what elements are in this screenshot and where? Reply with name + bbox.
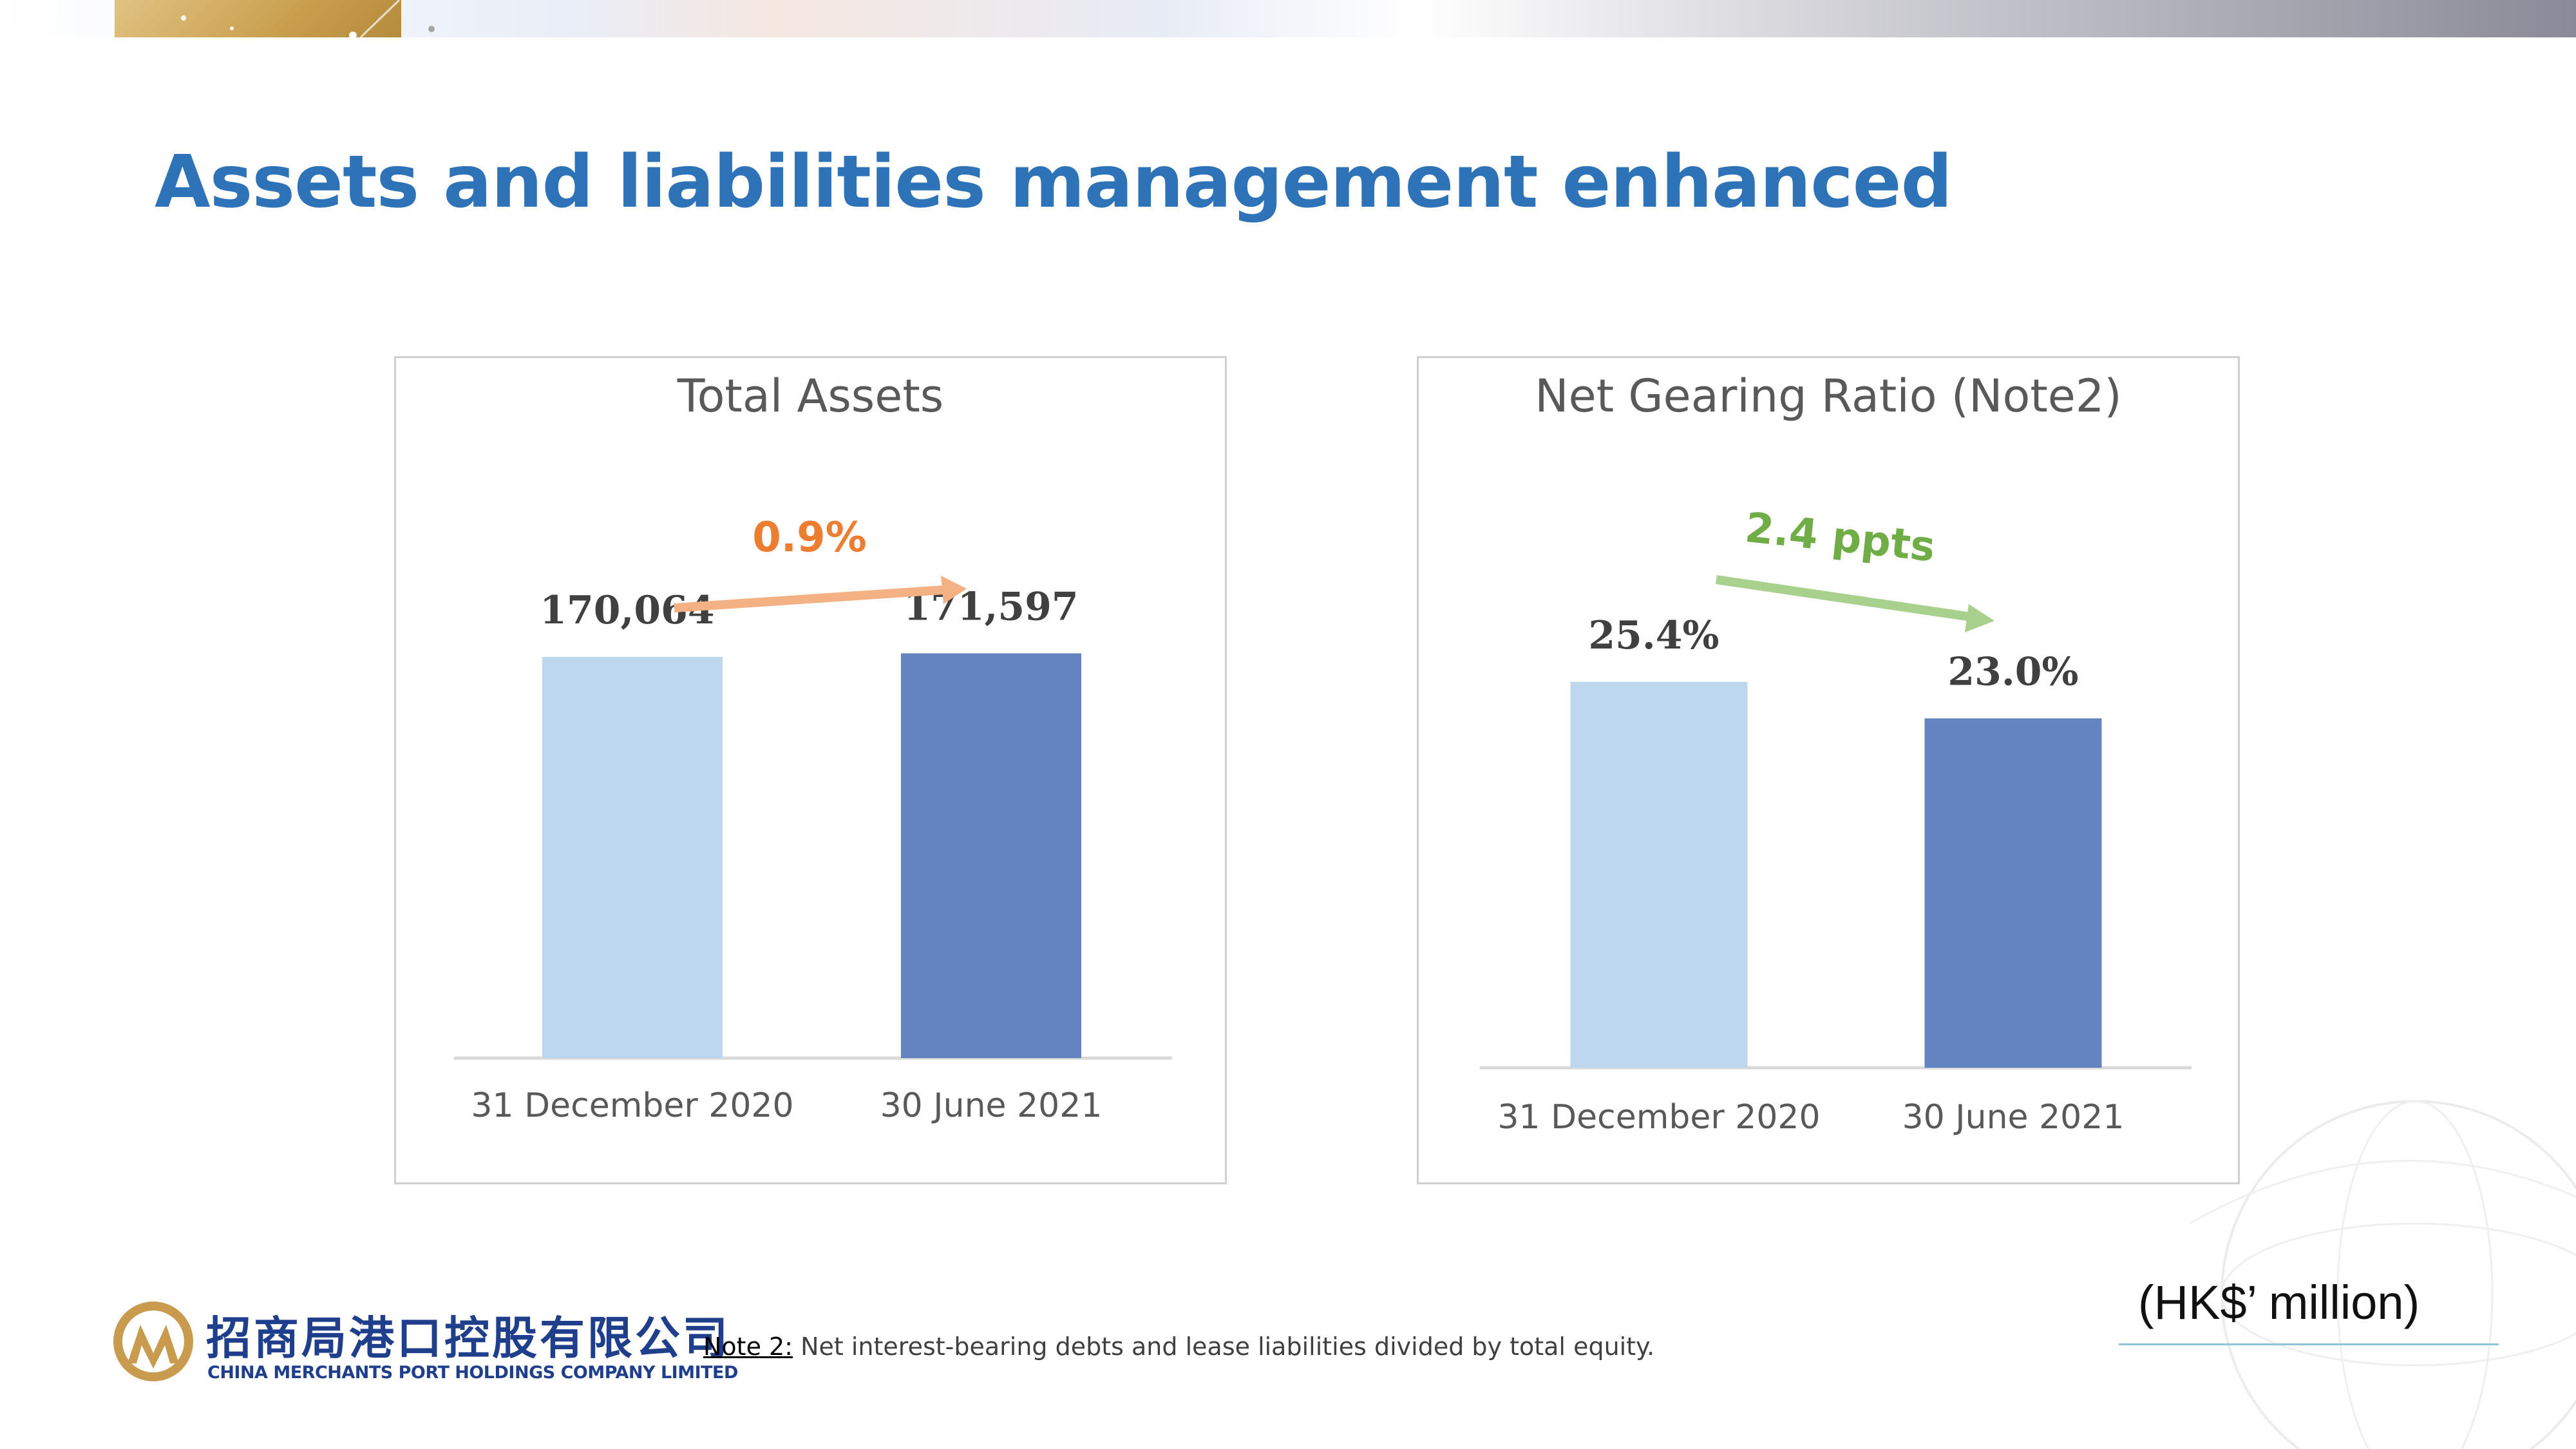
footnote-text: Net interest-bearing debts and lease lia…: [793, 1332, 1655, 1361]
unit-underline: [2119, 1343, 2499, 1345]
change-arrow: [674, 576, 967, 612]
globe-watermark: [2189, 1100, 2576, 1449]
total-assets-chart-panel: Total Assets 170,064 31 December 2020 171,…: [394, 356, 1227, 1184]
slide-title: Assets and liabilities management enhanc…: [155, 140, 1953, 224]
bar-2: [901, 653, 1081, 1058]
company-name-english: CHINA MERCHANTS PORT HOLDINGS COMPANY LI…: [207, 1363, 738, 1383]
bar-2: [1924, 718, 2102, 1068]
category-label-2: 30 June 2021: [1902, 1098, 2125, 1137]
company-name-chinese: 招商局港口控股有限公司: [206, 1311, 730, 1365]
footnote: Note 2: Net interest-bearing debts and l…: [703, 1332, 1654, 1361]
net-gearing-chart-panel: Net Gearing Ratio (Note2) 25.4% 31 Decemb…: [1417, 356, 2240, 1184]
net-gearing-chart: 25.4% 31 December 2020 23.0% 30 June 2021 2…: [1480, 504, 2192, 1137]
bar-value-label-2: 23.0%: [1947, 649, 2078, 694]
gold-banner-corner: [115, 0, 401, 37]
change-label: 0.9%: [752, 514, 867, 562]
change-arrow: [1715, 575, 1994, 632]
change-label: 2.4 ppts: [1743, 504, 1937, 572]
footnote-label: Note 2:: [703, 1332, 793, 1361]
strip-sparkles: [12, 0, 435, 37]
net-gearing-chart-title: Net Gearing Ratio (Note2): [1535, 370, 2122, 422]
company-logo-icon: [113, 1302, 193, 1381]
top-decorative-strip: [0, 0, 2576, 37]
bar-1: [542, 657, 723, 1058]
category-label-2: 30 June 2021: [880, 1086, 1103, 1125]
total-assets-chart-title: Total Assets: [677, 370, 944, 422]
bar-value-label-1: 25.4%: [1588, 613, 1719, 658]
category-label-1: 31 December 2020: [471, 1086, 793, 1125]
bar-1: [1570, 681, 1748, 1068]
category-label-1: 31 December 2020: [1497, 1098, 1820, 1137]
unit-label: (HK$’ million): [2138, 1276, 2420, 1329]
